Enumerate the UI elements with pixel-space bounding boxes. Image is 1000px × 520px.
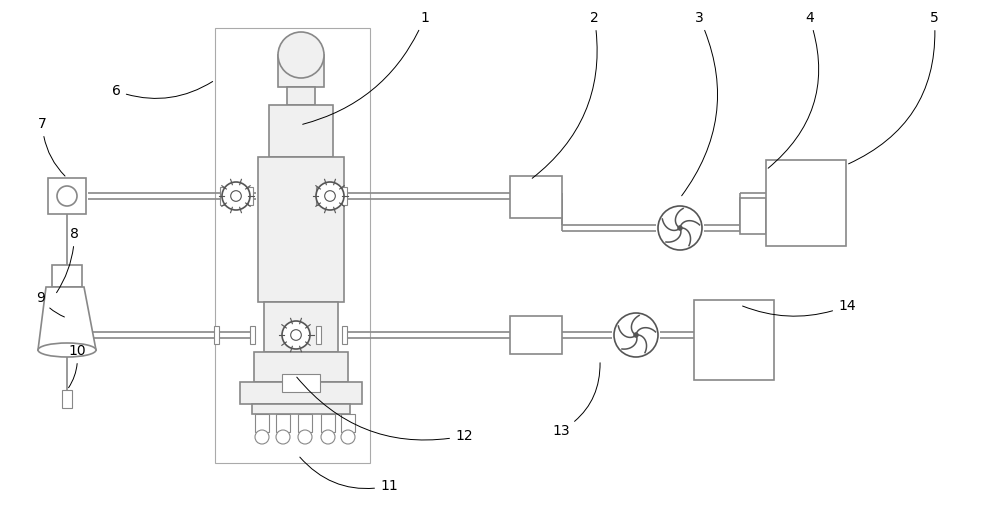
- Text: 11: 11: [300, 457, 398, 493]
- Bar: [341, 414, 355, 432]
- Text: 6: 6: [112, 82, 213, 98]
- Bar: [240, 382, 362, 404]
- Circle shape: [634, 333, 638, 337]
- Circle shape: [298, 430, 312, 444]
- Bar: [48, 318, 86, 354]
- Text: 3: 3: [682, 11, 718, 196]
- Text: 12: 12: [297, 377, 473, 443]
- Bar: [255, 414, 269, 432]
- Bar: [278, 55, 324, 87]
- Bar: [52, 265, 82, 287]
- Circle shape: [658, 206, 702, 250]
- Text: 5: 5: [849, 11, 939, 164]
- Bar: [316, 187, 320, 205]
- Bar: [298, 414, 312, 432]
- Bar: [252, 404, 350, 414]
- Bar: [510, 176, 562, 218]
- Circle shape: [325, 191, 335, 201]
- Bar: [250, 326, 254, 344]
- Polygon shape: [38, 287, 96, 350]
- Circle shape: [222, 182, 250, 210]
- Circle shape: [341, 430, 355, 444]
- Circle shape: [276, 430, 290, 444]
- Bar: [287, 87, 315, 105]
- Bar: [258, 157, 344, 302]
- Bar: [214, 326, 218, 344]
- Circle shape: [255, 430, 269, 444]
- Text: 4: 4: [768, 11, 819, 168]
- Bar: [510, 316, 562, 354]
- Bar: [220, 187, 224, 205]
- Bar: [316, 326, 320, 344]
- Bar: [215, 28, 370, 463]
- Circle shape: [678, 226, 682, 230]
- Circle shape: [57, 186, 77, 206]
- Bar: [342, 326, 347, 344]
- Bar: [321, 414, 335, 432]
- Text: 9: 9: [36, 291, 64, 317]
- Bar: [62, 390, 72, 408]
- Circle shape: [57, 326, 77, 346]
- Circle shape: [614, 313, 658, 357]
- Circle shape: [321, 430, 335, 444]
- Text: 8: 8: [57, 227, 79, 293]
- Circle shape: [282, 321, 310, 349]
- Circle shape: [291, 330, 301, 340]
- Bar: [48, 178, 86, 214]
- Text: 1: 1: [303, 11, 429, 124]
- Bar: [248, 187, 252, 205]
- Bar: [254, 352, 348, 382]
- Ellipse shape: [38, 343, 96, 357]
- Bar: [342, 187, 347, 205]
- Bar: [282, 374, 320, 392]
- Text: 10: 10: [68, 344, 86, 388]
- Text: 13: 13: [552, 363, 600, 438]
- Text: 14: 14: [743, 299, 856, 316]
- Text: 7: 7: [38, 117, 65, 176]
- Circle shape: [316, 182, 344, 210]
- Circle shape: [231, 191, 241, 201]
- Bar: [264, 302, 338, 352]
- Text: 2: 2: [532, 11, 599, 178]
- Bar: [740, 198, 766, 234]
- Bar: [766, 160, 846, 246]
- Bar: [276, 414, 290, 432]
- Circle shape: [278, 32, 324, 78]
- Bar: [694, 300, 774, 380]
- Bar: [269, 105, 333, 157]
